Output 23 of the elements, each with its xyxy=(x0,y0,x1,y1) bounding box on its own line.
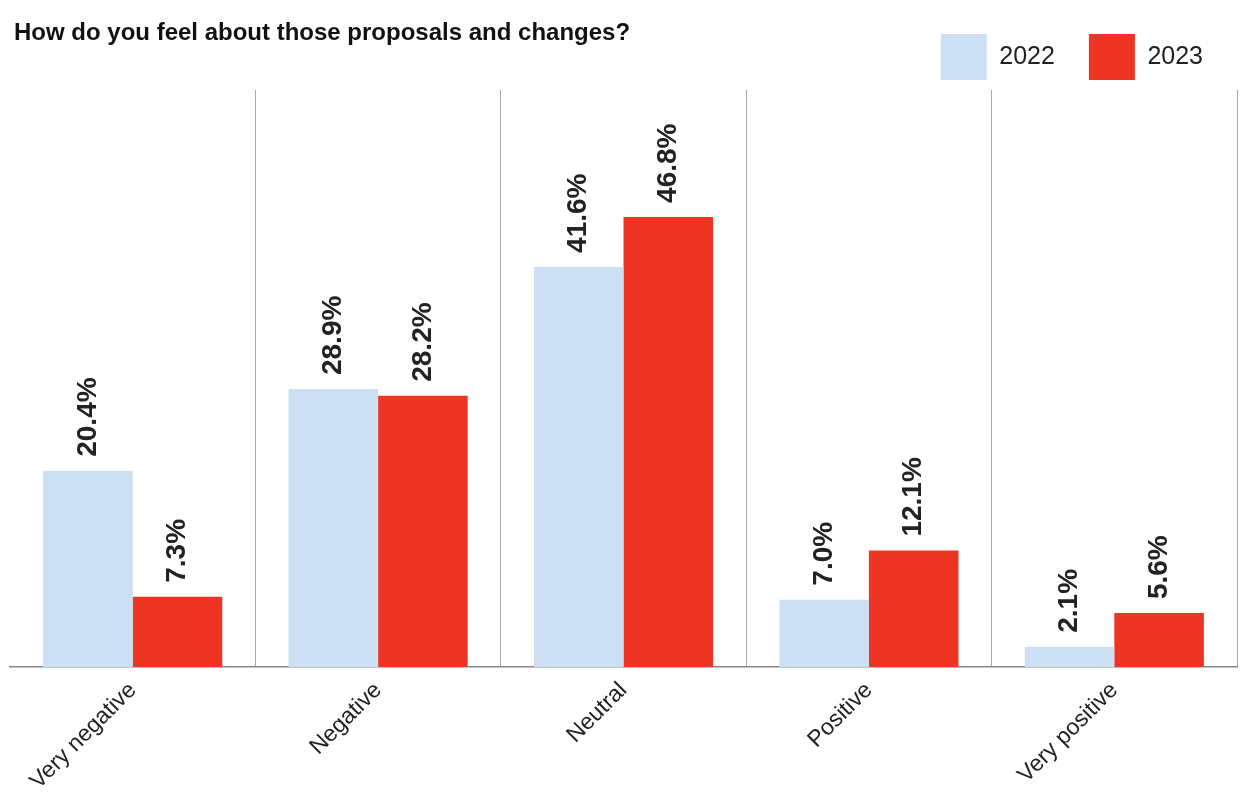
data-label: 28.9% xyxy=(316,295,348,376)
data-label: 7.0% xyxy=(806,521,838,586)
data-label: 46.8% xyxy=(651,123,682,203)
bar xyxy=(533,266,624,667)
data-label: 12.1% xyxy=(896,457,928,537)
data-label: 7.3% xyxy=(160,518,192,583)
legend-label: 2023 xyxy=(1147,40,1204,69)
bar xyxy=(779,599,869,667)
data-label: 2.1% xyxy=(1052,568,1084,633)
data-label: 20.4% xyxy=(70,377,102,457)
data-label: 5.6% xyxy=(1141,535,1173,600)
bar xyxy=(1024,646,1115,667)
chart-title: How do you feel about those proposals and changes? xyxy=(14,18,631,46)
bar xyxy=(132,596,223,667)
data-label: 41.6% xyxy=(561,173,593,253)
legend-label: 2022 xyxy=(999,40,1055,69)
bar xyxy=(43,470,133,667)
data-label: 28.2% xyxy=(405,302,437,382)
bar xyxy=(288,389,379,667)
bar xyxy=(378,395,468,667)
bar xyxy=(623,216,714,667)
bar xyxy=(1114,613,1204,667)
bar xyxy=(868,550,959,667)
